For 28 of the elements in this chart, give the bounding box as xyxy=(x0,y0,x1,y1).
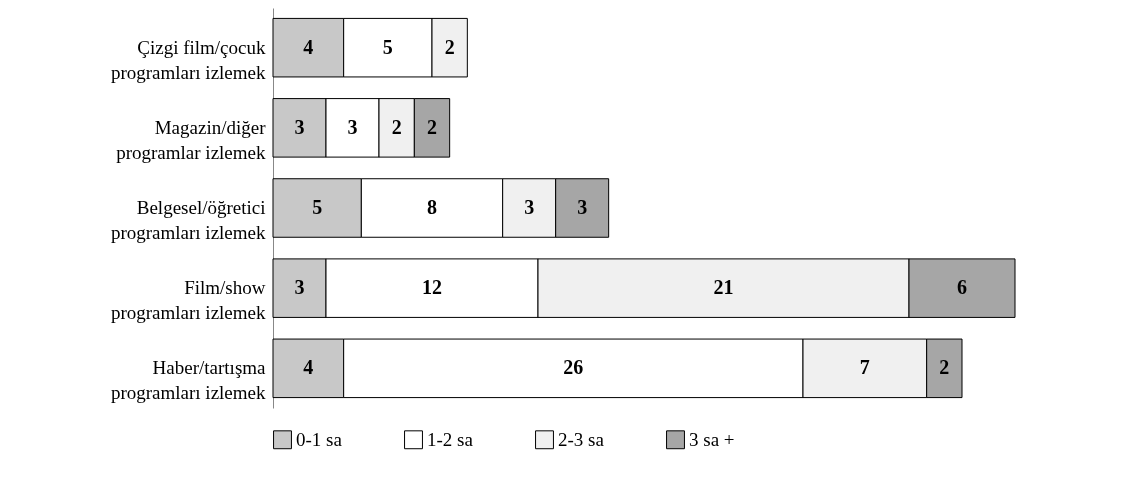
data-label: 21 xyxy=(713,276,734,299)
data-label: 2 xyxy=(939,356,950,379)
data-label: 26 xyxy=(563,356,584,379)
data-label: 12 xyxy=(422,276,442,299)
data-label: 3 xyxy=(524,196,535,218)
legend-label: 1-2 sa xyxy=(427,428,474,450)
data-label: 3 xyxy=(294,276,305,299)
data-label: 4 xyxy=(303,356,314,379)
data-label: 3 xyxy=(347,115,358,138)
y-tick-label: Haber/tartışma programları izlemek xyxy=(110,357,267,404)
y-tick-label: Belgesel/öğretici programları izlemek xyxy=(110,197,266,243)
data-label: 4 xyxy=(303,35,314,58)
y-tick-label: Magazin/diğer programlar izlemek xyxy=(116,116,267,163)
data-label: 3 xyxy=(577,196,588,218)
y-tick-label: Film/show programları izlemek xyxy=(110,277,266,324)
data-label: 5 xyxy=(312,196,323,218)
data-label: 2 xyxy=(427,115,437,138)
legend-label: 0-1 sa xyxy=(296,428,343,450)
data-label: 7 xyxy=(859,356,870,379)
data-label: 5 xyxy=(382,35,393,58)
data-label: 3 xyxy=(294,115,305,138)
legend-label: 3 sa + xyxy=(689,428,735,450)
data-label: 6 xyxy=(957,276,967,299)
y-tick-label: Çizgi film/çocuk programları izlemek xyxy=(110,36,266,83)
data-label: 2 xyxy=(444,35,455,58)
data-label: 8 xyxy=(427,196,437,218)
legend-label: 2-3 sa xyxy=(558,428,605,450)
data-label: 2 xyxy=(391,115,402,138)
